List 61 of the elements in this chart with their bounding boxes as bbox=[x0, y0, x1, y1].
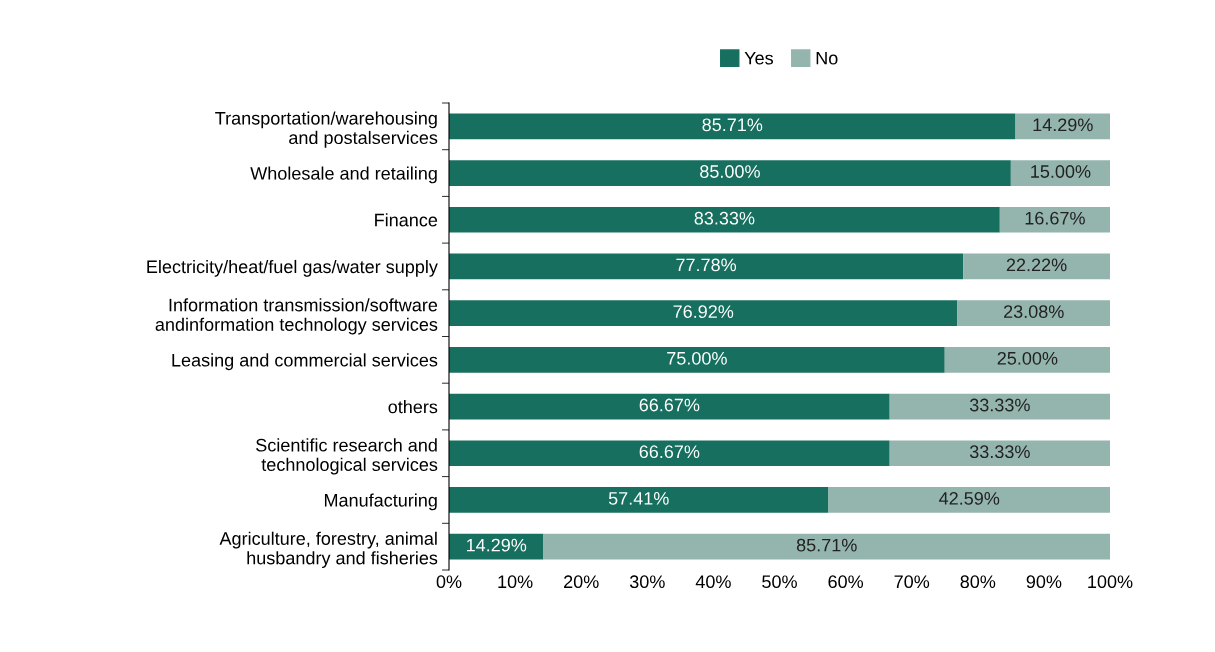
text: 76.92% bbox=[673, 305, 734, 318]
text: 57.41% bbox=[608, 492, 669, 505]
y-tick-label: Finance bbox=[375, 213, 438, 227]
y-tick-label: Manufacturing bbox=[324, 493, 437, 511]
text: 23.08% bbox=[1004, 305, 1064, 318]
bar bbox=[828, 487, 1110, 513]
bar bbox=[449, 300, 958, 326]
x-tick-label: 10% bbox=[498, 575, 533, 589]
text: 66.67% bbox=[639, 398, 700, 412]
bar bbox=[889, 440, 1110, 467]
text: 85.71% bbox=[702, 118, 763, 132]
bar bbox=[963, 253, 1110, 280]
x-tick-label: 80% bbox=[960, 575, 996, 589]
x-tick-label: 100% bbox=[1088, 575, 1133, 589]
x-tick-label: 30% bbox=[629, 575, 665, 589]
bar bbox=[449, 113, 1016, 140]
bar bbox=[944, 347, 1110, 373]
bar bbox=[999, 206, 1110, 233]
x-tick-label: 60% bbox=[828, 575, 864, 589]
text: 77.78% bbox=[676, 258, 737, 272]
text: 83.33% bbox=[694, 211, 755, 225]
bar bbox=[449, 393, 890, 420]
y-tick-label: others bbox=[388, 400, 438, 414]
bar bbox=[449, 487, 829, 513]
text: 22.22% bbox=[1006, 258, 1067, 272]
bar bbox=[449, 253, 964, 280]
bar bbox=[1010, 160, 1110, 186]
legend-label: No bbox=[816, 51, 838, 65]
y-tick-label: Leasing and commercial services bbox=[172, 353, 438, 371]
text: 14.29% bbox=[1033, 118, 1093, 132]
text: 33.33% bbox=[969, 398, 1030, 412]
text: 42.59% bbox=[939, 492, 1000, 505]
bar bbox=[449, 160, 1011, 186]
text: 85.71% bbox=[796, 538, 857, 552]
text: 33.33% bbox=[969, 445, 1030, 459]
y-tick-label: Scientific research and technological services bbox=[256, 438, 438, 475]
x-tick-label: 90% bbox=[1026, 575, 1062, 589]
text: 14.29% bbox=[466, 538, 527, 552]
text: 25.00% bbox=[997, 351, 1058, 365]
x-tick-label: 20% bbox=[564, 575, 599, 589]
x-tick-label: 70% bbox=[894, 575, 930, 589]
bar bbox=[543, 533, 1110, 560]
y-tick-label: Wholesale and retailing bbox=[250, 166, 437, 184]
y-tick-label: Information transmission/software andinformation technology services bbox=[155, 298, 438, 335]
bar bbox=[957, 300, 1110, 326]
bar bbox=[889, 393, 1110, 420]
y-tick-label: Transportation/warehousing and postalservices bbox=[215, 111, 438, 148]
x-tick-label: 50% bbox=[762, 575, 797, 589]
y-tick-label: Electricity/heat/fuel gas/water supply bbox=[147, 259, 438, 277]
text: 66.67% bbox=[639, 445, 700, 459]
text: 15.00% bbox=[1031, 165, 1091, 178]
x-tick-label: 40% bbox=[695, 575, 731, 589]
bar bbox=[449, 347, 945, 373]
text: 75.00% bbox=[667, 351, 727, 365]
legend-label: Yes bbox=[744, 51, 774, 65]
text: 85.00% bbox=[700, 165, 760, 178]
bar bbox=[449, 440, 890, 467]
bar bbox=[449, 206, 1000, 233]
y-tick-label: Agriculture, forestry, animal husbandry and fisheries bbox=[219, 531, 438, 568]
text: 16.67% bbox=[1025, 211, 1085, 225]
x-tick-label: 0% bbox=[436, 575, 462, 589]
